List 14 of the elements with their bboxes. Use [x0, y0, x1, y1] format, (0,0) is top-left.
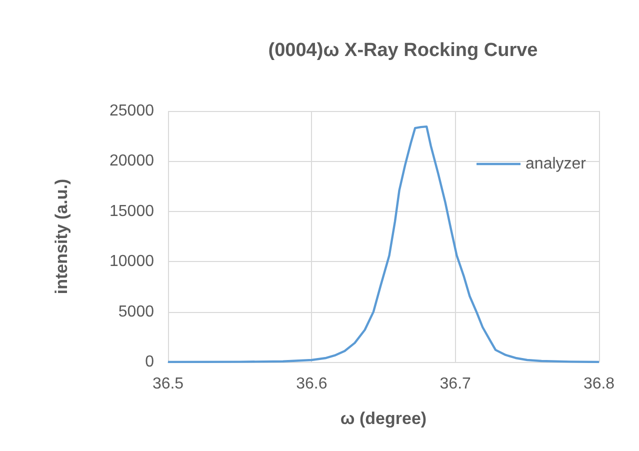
- x-tick-label: 36.5: [152, 376, 184, 392]
- y-tick-label: 0: [145, 354, 154, 370]
- legend-label: analyzer: [526, 156, 587, 172]
- x-tick-label: 36.6: [296, 376, 328, 392]
- y-tick-label: 20000: [110, 152, 154, 170]
- x-tick-label: 36.7: [440, 376, 472, 392]
- y-tick-label: 15000: [110, 202, 154, 220]
- y-tick-label: 25000: [110, 102, 154, 120]
- y-axis-title: intensity (a.u.): [52, 178, 71, 294]
- y-tick-label: 10000: [110, 253, 154, 270]
- x-axis-title: ω (degree): [340, 409, 427, 428]
- x-tick-label: 36.8: [583, 376, 615, 392]
- y-tick-label: 5000: [118, 303, 154, 320]
- chart-title: (0004)ω X-Ray Rocking Curve: [268, 40, 538, 61]
